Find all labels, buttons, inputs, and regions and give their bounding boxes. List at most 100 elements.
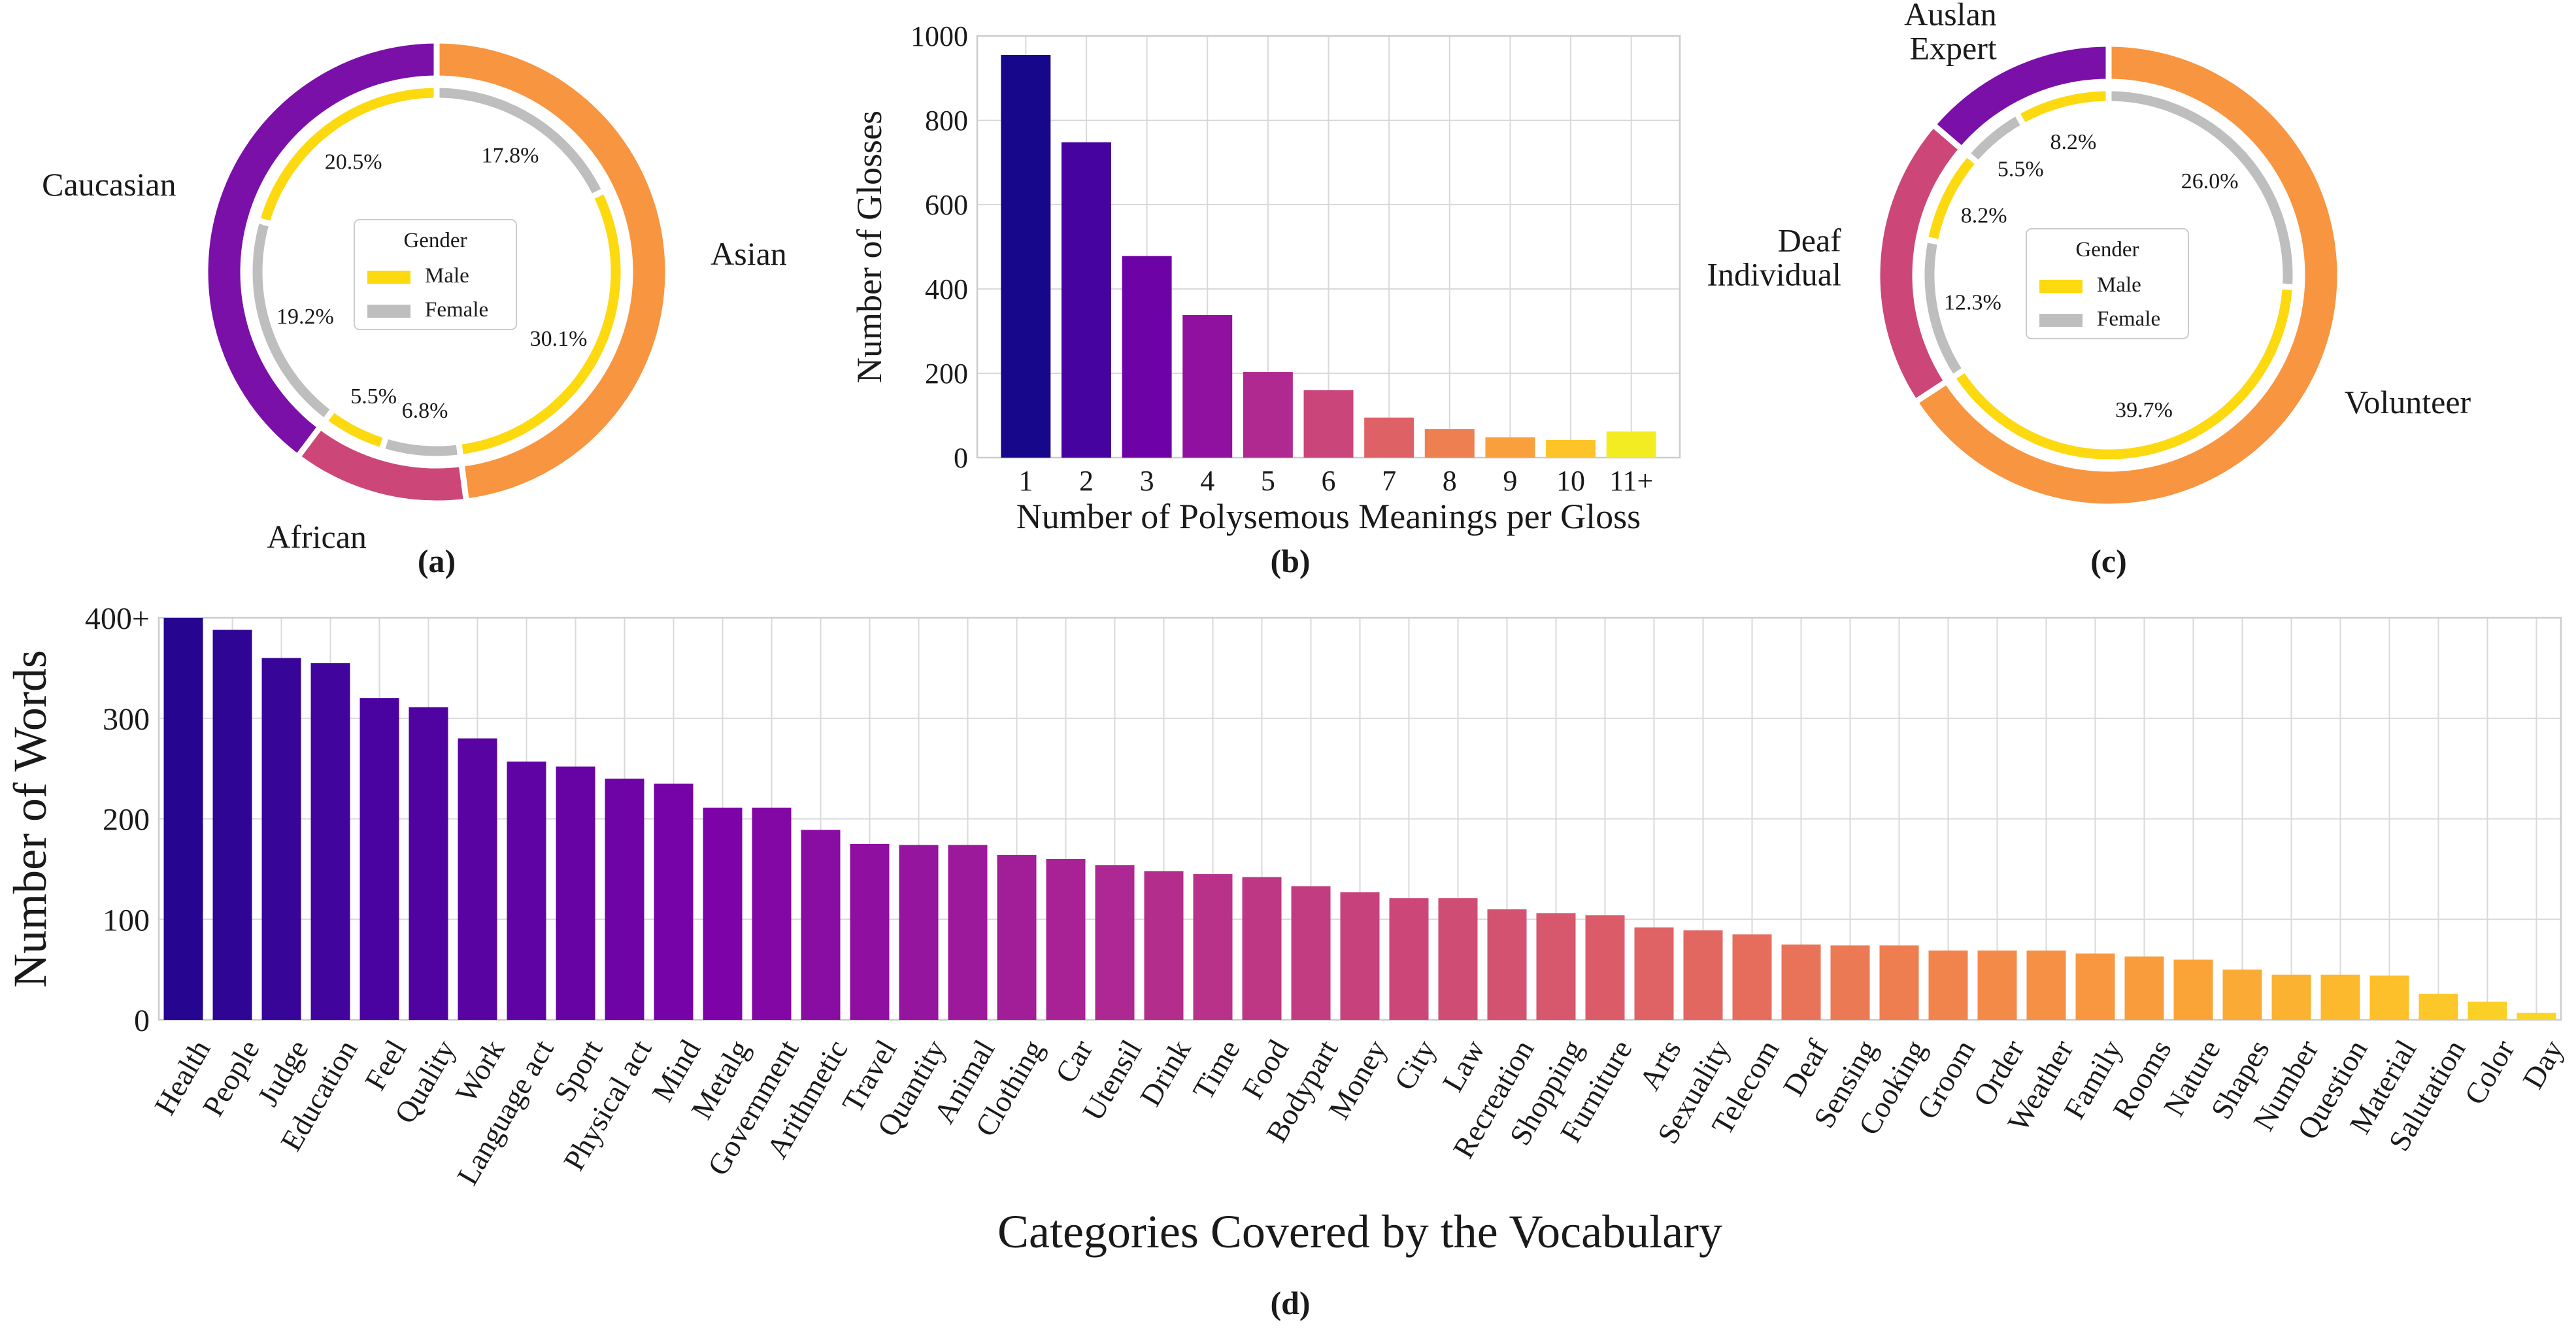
legend-swatch-female <box>367 305 410 318</box>
bar-salutation <box>2418 994 2458 1020</box>
y-tick-label: 400+ <box>85 601 150 636</box>
outer-label-african: African <box>267 518 367 555</box>
pct-label-volunteer-male: 39.7% <box>2115 398 2173 422</box>
x-tick-label-4: 4 <box>1200 465 1214 497</box>
pct-label-volunteer-female: 26.0% <box>2181 169 2239 194</box>
y-tick-label: 400 <box>925 273 968 305</box>
outer-label-volunteer: Volunteer <box>2345 384 2471 420</box>
bar-sexuality <box>1683 930 1723 1020</box>
bar-physical-act <box>605 779 644 1020</box>
bar-day <box>2517 1013 2556 1020</box>
x-tick-label-9: 9 <box>1503 465 1517 497</box>
bar-10 <box>1546 439 1596 458</box>
bar-people <box>212 630 252 1020</box>
x-tick-label-3: 3 <box>1140 465 1154 497</box>
x-tick-label-11: 11+ <box>1609 465 1653 497</box>
bar-recreation <box>1487 909 1527 1020</box>
y-tick-label: 200 <box>925 358 968 390</box>
bar-color <box>2467 1002 2507 1020</box>
panel-c-donut-chart: 26.0%39.7%12.3%8.2%5.5%8.2%VolunteerDeaf… <box>1707 0 2471 510</box>
bar-animal <box>948 845 988 1020</box>
bar-government <box>752 807 792 1020</box>
bar-furniture <box>1585 915 1625 1020</box>
x-tick-label-day: Day <box>2516 1034 2569 1094</box>
inner-slice-african-female <box>378 431 464 462</box>
bar-city <box>1389 898 1429 1020</box>
panel-label-d: (d) <box>1270 1285 1310 1321</box>
bar-5 <box>1243 372 1293 458</box>
pct-label-deaf-individual-female: 12.3% <box>1944 291 2001 315</box>
bar-law <box>1438 898 1478 1020</box>
x-tick-label-1: 1 <box>1018 465 1033 497</box>
bar-judge <box>261 658 301 1020</box>
bar-deaf <box>1781 944 1821 1020</box>
outer-label-caucasian: Caucasian <box>42 166 176 203</box>
pct-label-african-male: 5.5% <box>350 384 397 409</box>
x-tick-label-5: 5 <box>1261 465 1275 497</box>
legend-swatch-female <box>2039 314 2083 327</box>
pct-label-caucasian-female: 19.2% <box>276 305 334 329</box>
bar-nature <box>2173 959 2213 1020</box>
panel-label-c: (c) <box>2090 543 2127 579</box>
bar-mind <box>654 783 694 1020</box>
bar-quality <box>409 707 448 1020</box>
bar-sport <box>556 766 595 1020</box>
legend-box <box>354 219 517 330</box>
x-tick-label-car: Car <box>1048 1034 1099 1088</box>
panel-a-donut-chart: 17.8% 30.1% 6.8%5.5% 19.2% 20.5% Asian African… <box>42 37 787 555</box>
bar-9 <box>1485 437 1535 458</box>
bar-family <box>2075 953 2115 1020</box>
bar-shapes <box>2222 970 2262 1020</box>
pct-label-auslan-expert-male: 8.2% <box>2050 130 2097 154</box>
x-tick-label-color: Color <box>2458 1034 2521 1110</box>
pct-label-caucasian-male: 20.5% <box>325 150 382 175</box>
bar-language-act <box>507 761 546 1020</box>
bar-clothing <box>997 854 1037 1020</box>
bar-food <box>1242 877 1282 1020</box>
legend-swatch-male <box>367 271 410 284</box>
bar-4 <box>1182 314 1233 458</box>
y-tick-label: 100 <box>103 903 150 937</box>
pct-label-auslan-expert-female: 5.5% <box>1998 157 2044 181</box>
y-tick-label: 800 <box>925 105 968 137</box>
x-tick-label-6: 6 <box>1322 465 1336 497</box>
bar-order <box>1977 950 2017 1020</box>
bar-quantity <box>899 845 939 1020</box>
outer-label-asian: Asian <box>711 235 787 272</box>
bar-weather <box>2026 950 2066 1020</box>
bar-groom <box>1928 950 1968 1020</box>
y-tick-label: 0 <box>954 442 968 474</box>
y-tick-label: 200 <box>103 803 150 837</box>
bar-money <box>1340 892 1380 1020</box>
pct-label-deaf-individual-male: 8.2% <box>1961 204 2007 228</box>
y-axis-title: Number of Words <box>4 650 56 988</box>
outer-slice-caucasian <box>202 37 440 462</box>
bar-feel <box>360 698 399 1020</box>
inner-slice-auslan-expert-male <box>2012 85 2112 131</box>
bar-travel <box>850 843 890 1020</box>
x-tick-label-2: 2 <box>1079 465 1094 497</box>
legend-label-male: Male <box>2097 273 2141 297</box>
x-tick-label-drink: Drink <box>1133 1034 1197 1111</box>
bar-8 <box>1424 429 1475 458</box>
legend-box <box>2026 228 2189 339</box>
x-axis-title: Number of Polysemous Meanings per Gloss <box>1016 497 1641 536</box>
bar-7 <box>1364 417 1414 458</box>
x-tick-label-10: 10 <box>1556 465 1585 497</box>
outer-label-deaf-individual: Deaf Individual <box>1707 222 1841 293</box>
bar-sensing <box>1830 945 1870 1020</box>
pct-label-asian-female: 17.8% <box>482 143 539 167</box>
bar-metalg <box>703 807 743 1020</box>
x-tick-label-7: 7 <box>1382 465 1396 497</box>
bar-1 <box>1001 55 1051 458</box>
bar-number <box>2271 974 2311 1020</box>
bar-3 <box>1122 256 1172 458</box>
pct-label-african-female: 6.8% <box>402 399 448 423</box>
bar-health <box>163 618 203 1020</box>
bar-bodypart <box>1291 886 1331 1020</box>
bar-time <box>1193 874 1233 1020</box>
legend-title: Gender <box>403 229 467 252</box>
panel-label-b: (b) <box>1270 543 1310 579</box>
